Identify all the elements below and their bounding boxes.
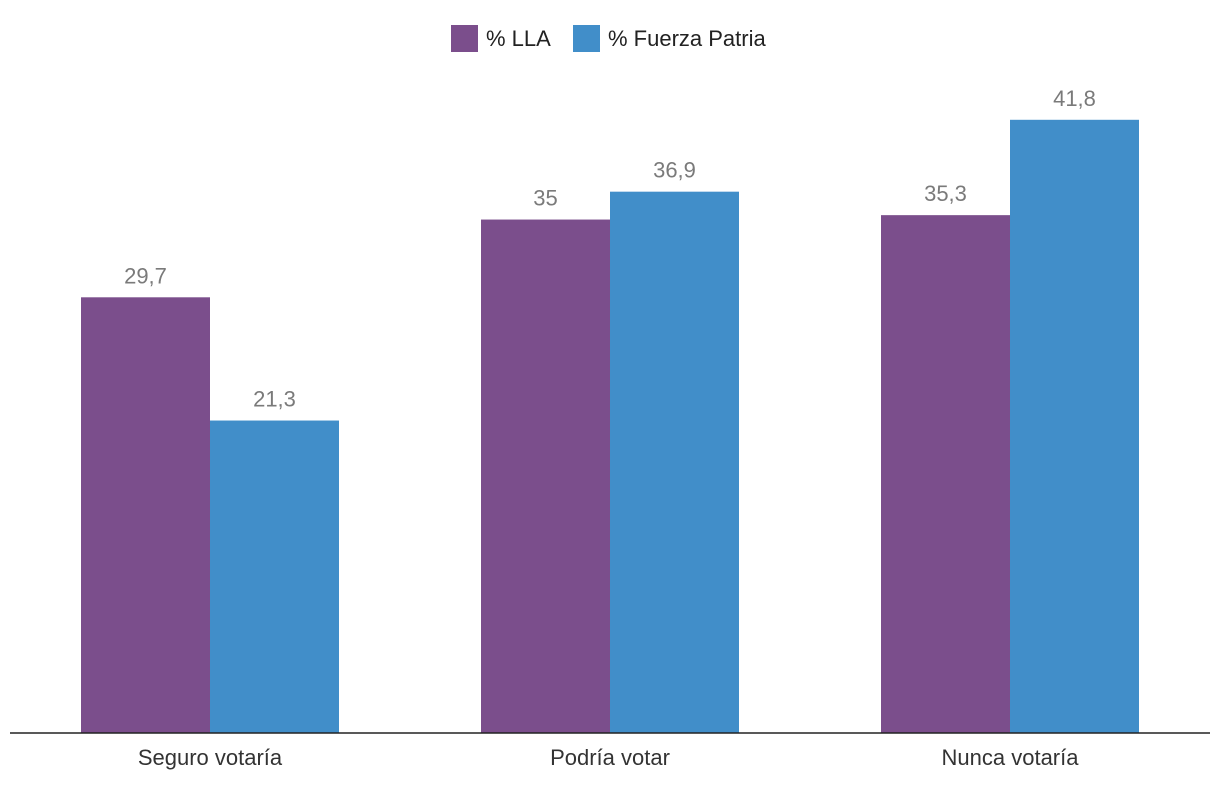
data-label-fuerza-patria-seguro-votaria: 21,3: [253, 387, 296, 412]
legend: % LLA % Fuerza Patria: [451, 25, 766, 52]
legend-label-lla: % LLA: [486, 26, 551, 51]
x-tick-labels-group: Seguro votaría Podría votar Nunca votaría: [138, 745, 1079, 770]
legend-label-fuerza-patria: % Fuerza Patria: [608, 26, 766, 51]
data-label-fuerza-patria-nunca-votaria: 41,8: [1053, 86, 1096, 111]
data-label-lla-podria-votar: 35: [533, 186, 557, 211]
data-label-fuerza-patria-podria-votar: 36,9: [653, 158, 696, 183]
x-tick-label-nunca-votaria: Nunca votaría: [942, 745, 1080, 770]
data-labels-group: 29,7 21,3 35 36,9 35,3 41,8: [124, 86, 1096, 412]
bar-fuerza-patria-seguro-votaria: [210, 420, 339, 733]
x-tick-label-podria-votar: Podría votar: [550, 745, 670, 770]
legend-swatch-fuerza-patria: [573, 25, 600, 52]
bars-group: [81, 119, 1139, 734]
legend-swatch-lla: [451, 25, 478, 52]
bar-fuerza-patria-nunca-votaria: [1010, 119, 1139, 733]
data-label-lla-seguro-votaria: 29,7: [124, 263, 167, 288]
x-tick-label-seguro-votaria: Seguro votaría: [138, 745, 283, 770]
bar-lla-nunca-votaria: [881, 215, 1010, 734]
bar-lla-podria-votar: [481, 219, 610, 734]
bar-lla-seguro-votaria: [81, 297, 210, 733]
bar-fuerza-patria-podria-votar: [610, 191, 739, 733]
data-label-lla-nunca-votaria: 35,3: [924, 181, 967, 206]
